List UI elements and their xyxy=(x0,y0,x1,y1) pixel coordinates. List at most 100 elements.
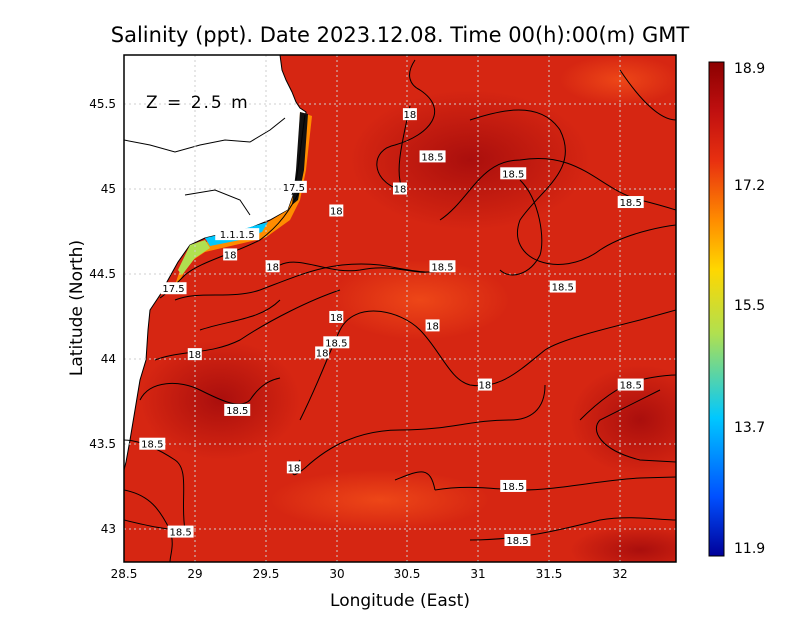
x-axis: 28.5 29 29.5 30 30.5 31 31.5 32 Longitud… xyxy=(111,567,628,611)
contour-label-box xyxy=(265,260,280,273)
contour-label: 18 xyxy=(394,185,407,196)
contour-label-box xyxy=(329,310,344,323)
colorbar-tick-label: 17.2 xyxy=(734,178,765,194)
plot-frame xyxy=(123,54,677,563)
x-tick-label: 31 xyxy=(470,567,485,581)
salinity-patch xyxy=(350,90,590,230)
contour-label-box xyxy=(425,319,440,332)
contour-label: 18.5 xyxy=(552,283,574,294)
contour-label: 1.1.1.5 xyxy=(220,230,255,241)
contour-label: 18.5 xyxy=(620,198,642,209)
x-tick-label: 32 xyxy=(612,567,627,581)
contour-label: 18.5 xyxy=(431,262,453,273)
contour-label-box xyxy=(280,180,307,193)
contour-line xyxy=(154,289,341,361)
contour-label: 18 xyxy=(188,350,201,361)
y-tick-label: 43.5 xyxy=(89,437,116,451)
contour-label: 18 xyxy=(224,250,237,261)
x-tick-label: 29 xyxy=(187,567,202,581)
contour-label-box xyxy=(139,437,166,450)
contour-label-box xyxy=(286,461,301,474)
border-line xyxy=(124,117,286,153)
colorbar: 18.9 17.2 15.5 13.7 11.9 xyxy=(708,61,765,557)
contour-label: 18.5 xyxy=(325,338,347,349)
contour-label-box xyxy=(504,534,531,547)
contour-label-box xyxy=(187,348,202,361)
chart-title: Salinity (ppt). Date 2023.12.08. Time 00… xyxy=(111,23,690,47)
contour-label: 18 xyxy=(266,262,279,273)
contour-label: 18.5 xyxy=(506,536,528,547)
contour-label-box xyxy=(224,403,251,416)
contour-line xyxy=(595,389,676,463)
depth-annotation: Z = 2.5 m xyxy=(146,93,250,113)
colorbar-gradient xyxy=(708,61,725,557)
contour-line xyxy=(394,471,436,491)
colorbar-tick-label: 13.7 xyxy=(734,420,765,436)
contour-label-box xyxy=(419,150,446,163)
contour-label-box xyxy=(617,378,644,391)
contour-label-box xyxy=(429,260,456,273)
y-tick-label: 45 xyxy=(101,182,116,196)
contour-label-box xyxy=(549,280,576,293)
contour-label-box xyxy=(223,248,238,261)
salinity-patch xyxy=(560,55,676,105)
x-tick-label: 28.5 xyxy=(111,567,138,581)
salinity-patch xyxy=(140,340,300,460)
contour-line xyxy=(299,309,676,421)
contour-label: 18.5 xyxy=(502,169,524,180)
colorbar-tick-label: 11.9 xyxy=(734,541,765,557)
y-tick-label: 45.5 xyxy=(89,97,116,111)
x-tick-label: 29.5 xyxy=(253,567,280,581)
contour-label: 18 xyxy=(330,206,343,217)
contour-label: 18.5 xyxy=(141,440,163,451)
contour-line xyxy=(174,263,441,301)
y-tick-label: 44.5 xyxy=(89,267,116,281)
x-axis-label: Longitude (East) xyxy=(330,591,470,611)
contour-label: 18 xyxy=(404,110,417,121)
contour-line xyxy=(139,377,281,405)
salinity-patch xyxy=(570,365,676,475)
contour-label: 18 xyxy=(316,348,329,359)
contour-label-box xyxy=(393,182,407,195)
contour-line xyxy=(199,299,281,331)
contour-line xyxy=(376,59,436,191)
contour-label-box xyxy=(160,282,187,295)
salinity-patch xyxy=(270,470,490,530)
border-line xyxy=(184,189,251,216)
y-axis-label: Latitude (North) xyxy=(67,240,87,376)
contour-label: 18 xyxy=(479,381,492,392)
contour-label: 18 xyxy=(330,313,343,324)
contour-label: 18.5 xyxy=(421,152,443,163)
x-tick-label: 31.5 xyxy=(536,567,563,581)
x-tick-label: 30 xyxy=(329,567,344,581)
contour-label-box xyxy=(477,378,492,391)
contour-label-box xyxy=(617,196,644,209)
y-tick-label: 43 xyxy=(101,522,116,536)
contour-line xyxy=(469,109,676,265)
contour-line xyxy=(439,158,676,221)
y-tick-label: 44 xyxy=(101,352,116,366)
contour-label-box xyxy=(402,108,417,121)
contour-label: 18.5 xyxy=(502,482,524,493)
contour-label: 18.5 xyxy=(620,381,642,392)
contour-label-box xyxy=(215,228,260,241)
contour-line xyxy=(279,261,441,273)
contour-line xyxy=(499,179,543,276)
contour-label-box xyxy=(323,336,350,349)
salinity-patch xyxy=(330,260,510,340)
salinity-patch xyxy=(570,525,676,562)
colorbar-tick-label: 18.9 xyxy=(734,61,765,77)
contour-label: 18.5 xyxy=(226,406,248,417)
contour-label: 17.5 xyxy=(283,183,305,194)
contour-label-box xyxy=(315,346,330,359)
contour-label-box xyxy=(500,479,527,492)
contour-label-box xyxy=(329,204,344,217)
contour-label: 17.5 xyxy=(162,284,184,295)
colorbar-tick-label: 15.5 xyxy=(734,298,765,314)
contour-line xyxy=(619,69,676,121)
contour-label-box xyxy=(167,525,194,538)
contour-label: 18 xyxy=(287,463,300,474)
